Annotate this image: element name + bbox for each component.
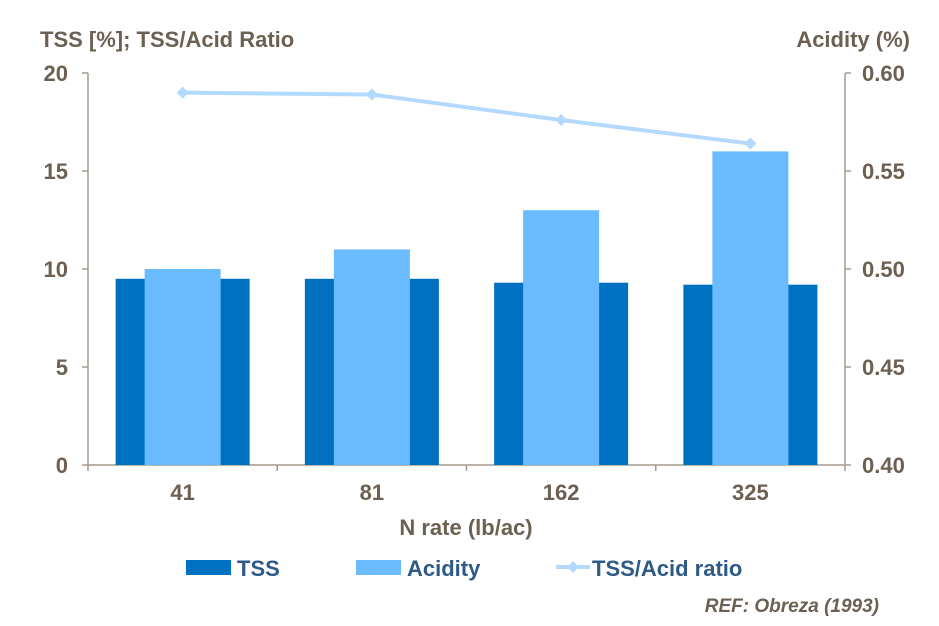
legend-swatch-ratio-marker	[567, 561, 579, 573]
x-tick-label: 162	[543, 480, 580, 505]
ratio-point	[555, 114, 568, 127]
right-tick-label: 0.55	[862, 159, 905, 184]
bar-acidity	[712, 151, 789, 465]
bar-acidity	[144, 269, 221, 465]
legend: TSS Acidity TSS/Acid ratio	[186, 556, 742, 581]
left-tick-label: 20	[44, 61, 68, 86]
ratio-line	[176, 86, 757, 150]
bars	[115, 151, 818, 465]
left-tick-label: 5	[56, 355, 68, 380]
x-tick-label: 325	[732, 480, 769, 505]
ratio-point	[365, 88, 378, 101]
right-tick-label: 0.50	[862, 257, 905, 282]
left-tick-label: 15	[44, 159, 68, 184]
legend-label-tss: TSS	[237, 556, 280, 581]
legend-label-acidity: Acidity	[407, 556, 481, 581]
legend-label-ratio: TSS/Acid ratio	[592, 556, 742, 581]
legend-swatch-tss	[186, 560, 231, 575]
x-axis-title: N rate (lb/ac)	[399, 515, 532, 540]
x-tick-label: 81	[360, 480, 384, 505]
x-tick-label: 41	[170, 480, 194, 505]
left-tick-label: 10	[44, 257, 68, 282]
right-axis-title: Acidity (%)	[796, 27, 910, 52]
bar-acidity	[333, 249, 410, 465]
right-ticks: 0.40 0.45 0.50 0.55 0.60	[845, 61, 905, 478]
ratio-point	[176, 86, 189, 99]
ratio-line-path	[182, 90, 751, 146]
x-ticks: 41 81 162 325	[87, 465, 846, 505]
bar-acidity	[523, 210, 600, 465]
ratio-point	[744, 137, 757, 150]
right-tick-label: 0.60	[862, 61, 905, 86]
left-axis-title: TSS [%]; TSS/Acid Ratio	[40, 27, 294, 52]
left-tick-label: 0	[56, 453, 68, 478]
legend-swatch-acidity	[356, 560, 401, 575]
reference-note: REF: Obreza (1993)	[705, 596, 879, 617]
right-tick-label: 0.45	[862, 355, 905, 380]
right-tick-label: 0.40	[862, 453, 905, 478]
left-ticks: 0 5 10 15 20	[44, 61, 88, 478]
